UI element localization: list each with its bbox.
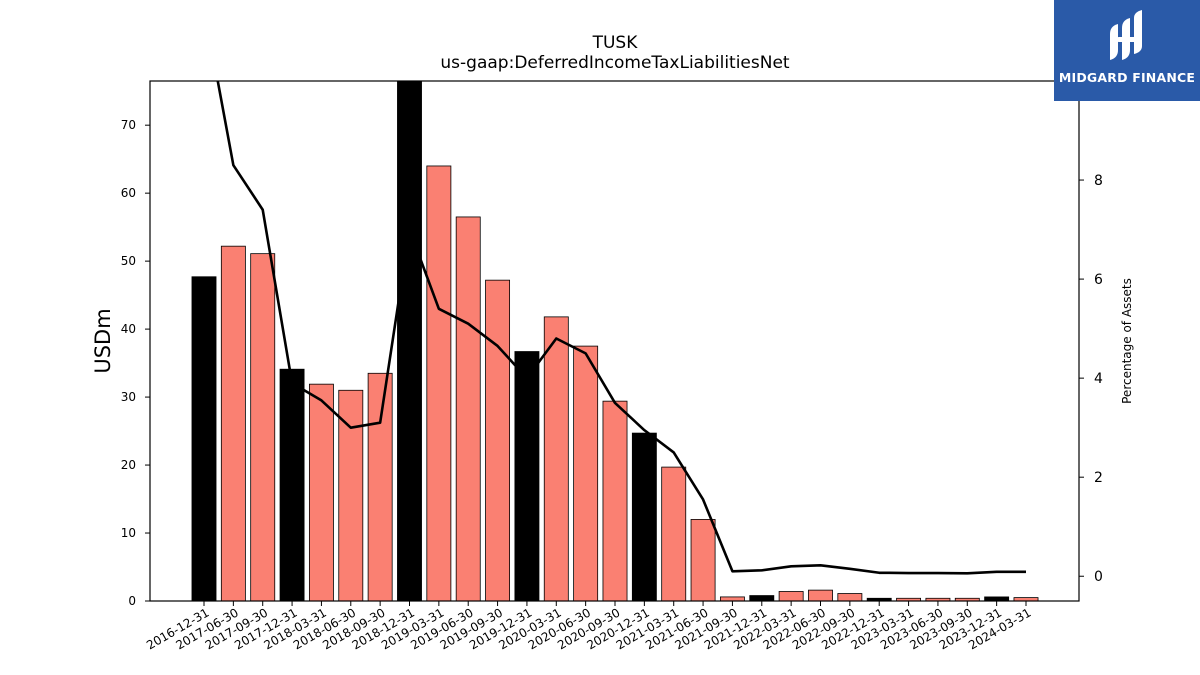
y-tick-label: 60 xyxy=(121,186,136,200)
y-axis-left: 0 10 20 30 40 50 60 70 xyxy=(121,118,150,608)
bar xyxy=(250,253,276,601)
bar xyxy=(808,589,833,601)
bar xyxy=(308,383,334,601)
y-right-tick-label: 8 xyxy=(1094,173,1103,189)
y-axis-right-label: Percentage of Assets xyxy=(1120,278,1134,404)
bar xyxy=(426,165,452,601)
y-right-tick-label: 6 xyxy=(1094,272,1103,288)
bar xyxy=(279,368,305,601)
bar xyxy=(661,466,687,601)
y-tick-label: 70 xyxy=(121,118,136,132)
y-right-tick-label: 4 xyxy=(1094,371,1103,387)
brand-logo: MIDGARD FINANCE xyxy=(1054,0,1200,101)
percentage-line xyxy=(216,81,1026,575)
chart-subtitle: us-gaap:DeferredIncomeTaxLiabilitiesNet xyxy=(440,53,790,73)
bar xyxy=(338,389,364,601)
bar xyxy=(191,276,217,601)
bar xyxy=(397,81,422,601)
bar xyxy=(896,597,922,601)
bar xyxy=(778,591,804,601)
bar xyxy=(455,216,481,601)
bar-series xyxy=(191,81,1039,601)
y-right-tick-label: 2 xyxy=(1094,470,1103,486)
bar xyxy=(485,279,511,601)
y-axis-label: USDm xyxy=(91,308,115,373)
bar xyxy=(573,345,599,601)
bar xyxy=(1013,597,1039,601)
bar xyxy=(602,400,628,601)
y-tick-label: 30 xyxy=(121,390,136,404)
bar xyxy=(367,372,393,601)
y-tick-label: 10 xyxy=(121,526,136,540)
bar xyxy=(514,351,540,601)
bar xyxy=(866,597,892,601)
bar xyxy=(837,593,863,601)
logo-mark-icon xyxy=(1110,10,1142,60)
chart-title: TUSK xyxy=(592,33,639,53)
bar xyxy=(954,597,980,601)
bar xyxy=(749,595,775,601)
bar xyxy=(984,596,1010,601)
bar xyxy=(719,596,745,601)
y-tick-label: 50 xyxy=(121,254,136,268)
bar xyxy=(220,245,246,601)
y-tick-label: 40 xyxy=(121,322,136,336)
bar xyxy=(631,432,657,601)
bar xyxy=(543,316,569,601)
y-right-tick-label: 0 xyxy=(1094,569,1103,585)
y-tick-label: 20 xyxy=(121,458,136,472)
x-axis: 2016-12-312017-06-302017-09-302017-12-31… xyxy=(144,601,1034,652)
bar xyxy=(925,597,951,601)
logo-text: MIDGARD FINANCE xyxy=(1058,70,1196,85)
y-tick-label: 0 xyxy=(128,594,136,608)
line-series-layer xyxy=(216,81,1026,575)
y-axis-right: 0 2 4 6 8 xyxy=(1079,173,1103,585)
bar xyxy=(690,519,716,601)
